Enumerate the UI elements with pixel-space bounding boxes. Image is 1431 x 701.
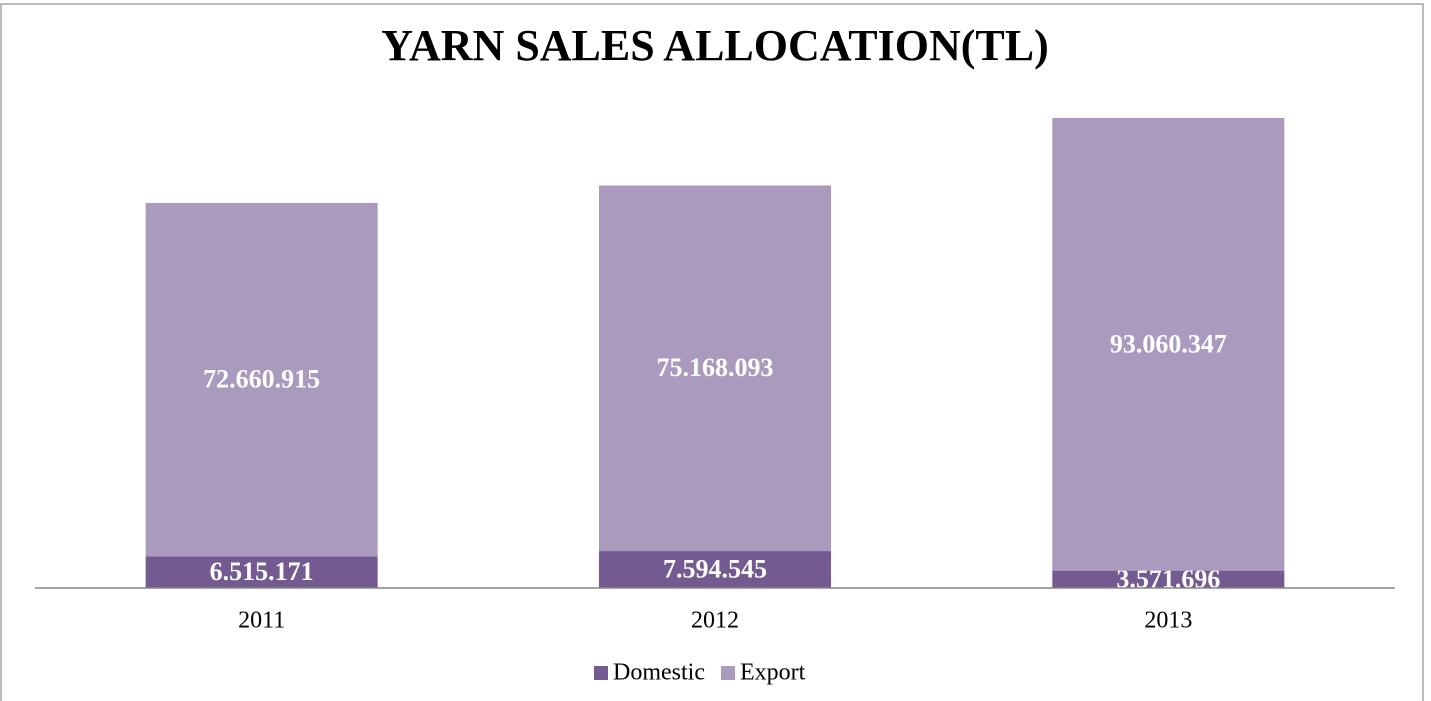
data-label: 93.060.347 xyxy=(1110,329,1227,358)
x-tick-label: 2012 xyxy=(691,608,739,634)
bar-segment xyxy=(1052,570,1285,588)
x-tick-label: 2011 xyxy=(238,608,285,634)
bar-segment xyxy=(1052,118,1285,571)
legend-label: Domestic xyxy=(613,660,705,686)
legend-swatch xyxy=(594,666,608,680)
legend-swatch xyxy=(720,666,735,680)
legend-label: Export xyxy=(740,660,806,686)
data-label: 72.660.915 xyxy=(203,365,320,394)
data-label: 75.168.093 xyxy=(657,353,774,382)
x-tick-label: 2013 xyxy=(1144,608,1192,634)
chart-title: YARN SALES ALLOCATION(TL) xyxy=(381,21,1049,70)
data-label: 7.594.545 xyxy=(663,554,767,583)
bar-segment xyxy=(145,556,378,588)
bar-segment xyxy=(599,551,831,588)
bar-segment xyxy=(599,185,831,552)
data-label: 6.515.171 xyxy=(210,557,314,586)
bar-segment xyxy=(145,202,378,557)
